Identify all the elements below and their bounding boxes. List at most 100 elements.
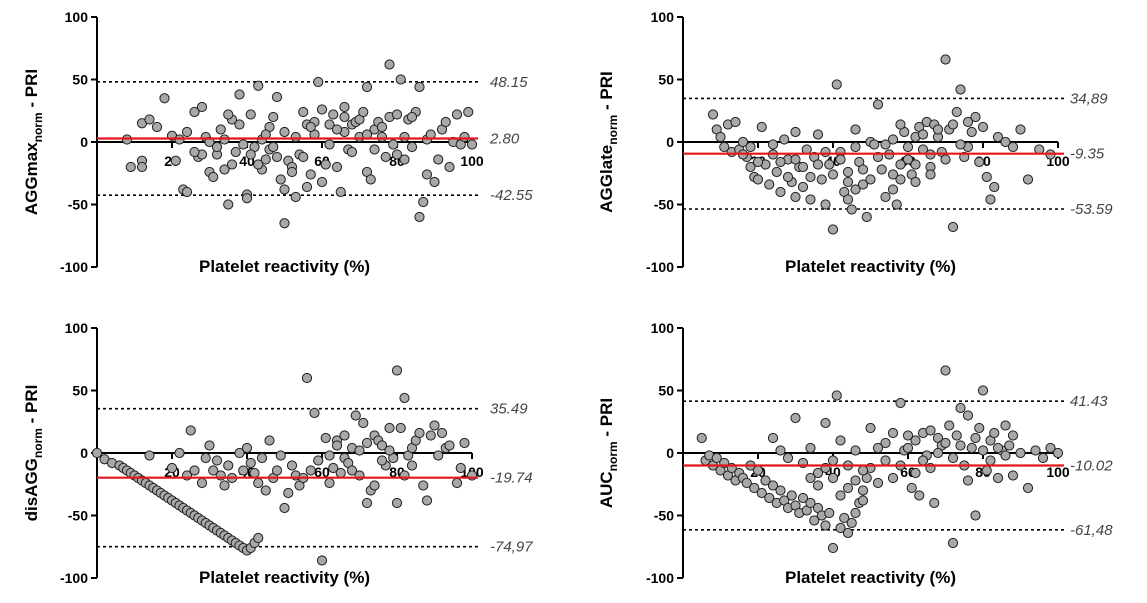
y-label-main: AUC	[597, 471, 616, 508]
y-tick-label: -100	[646, 259, 674, 275]
x-tick-label: 60	[314, 464, 330, 480]
y-tick-label: 100	[651, 9, 675, 25]
data-point	[992, 442, 1004, 454]
data-point	[459, 131, 470, 143]
data-point	[425, 430, 436, 441]
data-point	[436, 427, 448, 439]
panel-disagg: -100-500501002040608010035.49-19.74-74,9…	[22, 320, 533, 587]
data-point	[125, 161, 136, 173]
data-point	[752, 174, 764, 185]
data-point	[880, 191, 891, 203]
upper-value-label: 34,89	[1070, 90, 1108, 107]
data-point	[745, 141, 756, 153]
data-point	[331, 161, 343, 173]
data-point	[335, 186, 346, 198]
data-point	[279, 502, 290, 514]
data-point	[196, 101, 208, 113]
data-point	[850, 124, 861, 135]
data-point	[328, 109, 339, 120]
data-point	[857, 465, 869, 476]
data-point	[144, 114, 155, 125]
data-point	[932, 124, 944, 135]
data-point	[226, 159, 238, 170]
y-tick-label: -100	[60, 570, 88, 586]
data-point	[891, 199, 902, 210]
y-label-subscript: norm	[606, 441, 620, 471]
data-point	[339, 101, 350, 113]
y-tick-label: 0	[80, 134, 88, 150]
data-point	[384, 422, 395, 434]
data-point	[876, 164, 887, 175]
data-point	[264, 435, 275, 446]
y-label-tail: - PRI	[22, 385, 41, 428]
data-point	[444, 440, 455, 451]
data-point	[812, 480, 824, 491]
data-point	[189, 465, 200, 476]
data-point	[159, 93, 170, 104]
data-point	[756, 487, 767, 499]
data-point	[376, 131, 388, 143]
data-point	[208, 171, 219, 183]
data-point	[219, 480, 230, 491]
data-point	[842, 527, 854, 539]
data-point	[707, 109, 719, 120]
data-point	[989, 181, 1000, 193]
data-point	[782, 452, 794, 464]
data-point	[812, 159, 824, 170]
data-point	[279, 126, 290, 138]
data-point	[406, 141, 418, 153]
data-point	[1022, 174, 1034, 185]
data-point	[151, 121, 163, 133]
data-point	[298, 106, 309, 118]
y-label-tail: - PRI	[597, 398, 616, 441]
upper-value-label: 48.15	[490, 74, 528, 91]
data-point	[238, 465, 249, 476]
data-point	[805, 194, 816, 205]
data-point	[842, 482, 854, 494]
data-point	[887, 134, 899, 145]
mean-value-label: 2.80	[489, 131, 520, 148]
data-point	[869, 139, 880, 150]
data-point	[1004, 440, 1015, 451]
data-point	[406, 460, 418, 471]
y-axis-label: AUCnorm - PRI	[597, 398, 620, 508]
data-point	[429, 176, 440, 188]
data-point	[309, 407, 320, 419]
data-point	[1007, 470, 1019, 481]
data-point	[380, 151, 391, 163]
data-point	[974, 422, 985, 434]
data-point	[211, 455, 223, 466]
data-point	[947, 119, 959, 130]
data-point	[775, 156, 786, 168]
lower-value-label: -53.59	[1070, 201, 1113, 218]
data-point	[719, 141, 730, 153]
data-point	[925, 425, 936, 436]
data-point	[737, 136, 749, 148]
data-point	[790, 191, 801, 203]
data-point	[865, 174, 876, 185]
data-point	[459, 437, 470, 449]
mean-value-label: -9.35	[1070, 146, 1105, 163]
data-point	[181, 186, 193, 198]
data-point	[880, 437, 891, 449]
data-point	[880, 139, 891, 150]
data-point	[286, 166, 298, 178]
data-point	[932, 447, 944, 459]
data-point	[391, 365, 403, 376]
y-tick-label: -50	[68, 508, 88, 524]
y-tick-label: 0	[666, 445, 674, 461]
data-point	[955, 402, 966, 414]
data-point	[887, 472, 899, 484]
data-point	[298, 151, 309, 163]
y-tick-label: -50	[654, 508, 674, 524]
data-point	[917, 455, 929, 466]
data-point	[418, 196, 429, 208]
data-point	[865, 422, 876, 434]
y-tick-label: 50	[658, 383, 674, 399]
data-point	[696, 432, 707, 444]
data-point	[391, 149, 403, 160]
data-point	[872, 99, 884, 110]
data-point	[940, 437, 951, 449]
data-point	[775, 485, 786, 496]
